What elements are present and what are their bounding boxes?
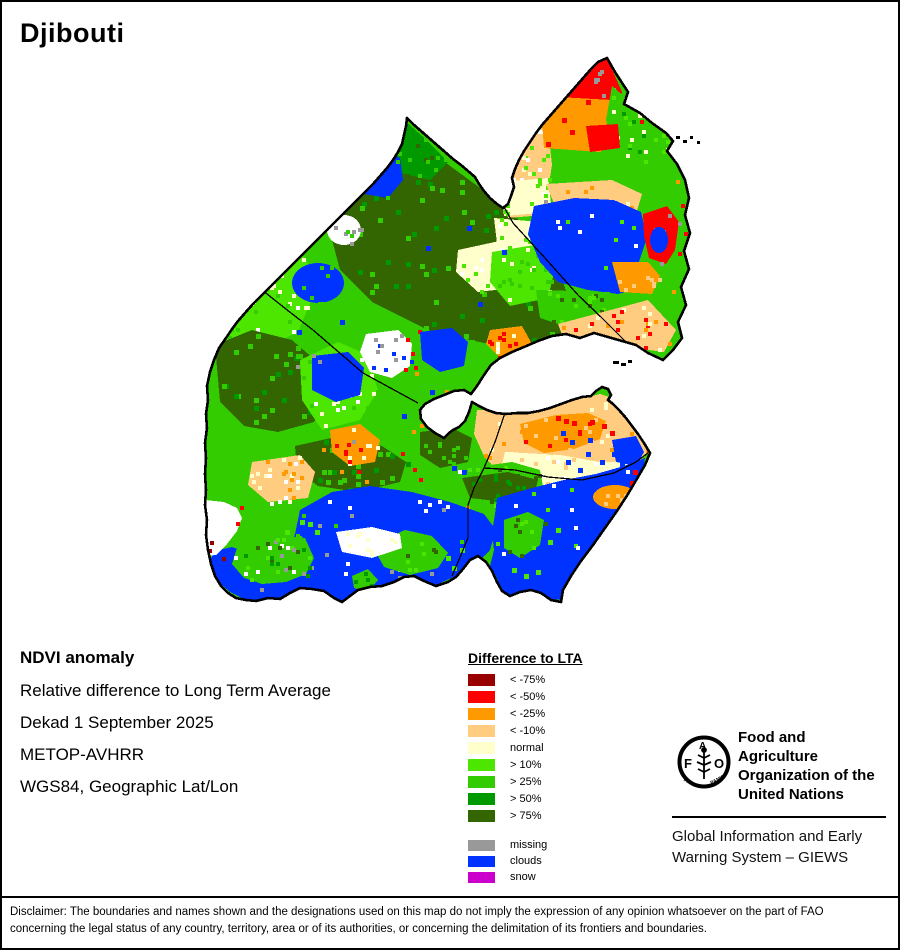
legend-class-1: < -50% bbox=[468, 688, 648, 705]
legend-swatch bbox=[468, 707, 495, 720]
giews-label: Global Information and Early Warning Syst… bbox=[672, 826, 888, 868]
fao-name-line-1: Organization of the bbox=[738, 767, 875, 784]
legend-label: > 25% bbox=[510, 775, 542, 788]
legend-label: < -75% bbox=[510, 673, 546, 686]
giews-line-0: Global Information and Early bbox=[672, 828, 863, 845]
giews-line-1: Warning System – GIEWS bbox=[672, 849, 849, 866]
legend-swatch bbox=[468, 871, 495, 883]
info-line-0: Relative difference to Long Term Average bbox=[20, 681, 331, 700]
legend-swatch bbox=[468, 724, 495, 737]
disclaimer: Disclaimer: The boundaries and names sho… bbox=[0, 896, 900, 938]
legend-title: Difference to LTA bbox=[468, 650, 583, 666]
legend-extras: missing clouds snow bbox=[468, 837, 648, 885]
legend-label: < -50% bbox=[510, 690, 546, 703]
legend-swatch bbox=[468, 690, 495, 703]
svg-text:FIAT: FIAT bbox=[682, 777, 694, 787]
legend-label: > 75% bbox=[510, 809, 542, 822]
fao-branding: F A O FIAT PANIS Food and Agriculture Org… bbox=[672, 728, 888, 868]
legend-label: missing bbox=[510, 839, 548, 851]
legend-swatch bbox=[468, 792, 495, 805]
legend-class-4: normal bbox=[468, 739, 648, 756]
legend-class-3: < -10% bbox=[468, 722, 648, 739]
legend-label: clouds bbox=[510, 855, 542, 867]
legend-swatch bbox=[468, 839, 495, 851]
svg-text:O: O bbox=[714, 756, 724, 771]
legend-label: > 50% bbox=[510, 792, 542, 805]
legend-extra-1: clouds bbox=[468, 853, 648, 869]
legend-label: < -25% bbox=[510, 707, 546, 720]
legend-swatch bbox=[468, 758, 495, 771]
legend-swatch bbox=[468, 741, 495, 754]
branding-divider bbox=[672, 816, 886, 818]
legend-swatch bbox=[468, 775, 495, 788]
legend-label: > 10% bbox=[510, 758, 542, 771]
page-title: Djibouti bbox=[20, 18, 125, 48]
legend-extra-2: snow bbox=[468, 869, 648, 885]
legend-swatch bbox=[468, 809, 495, 822]
fao-logo-icon: F A O FIAT PANIS bbox=[677, 735, 731, 789]
legend-label: snow bbox=[510, 871, 536, 883]
svg-text:A: A bbox=[699, 741, 706, 752]
legend-class-5: > 10% bbox=[468, 756, 648, 773]
info-line-3: WGS84, Geographic Lat/Lon bbox=[20, 777, 239, 796]
info-line-2: METOP-AVHRR bbox=[20, 745, 145, 764]
legend-label: normal bbox=[510, 741, 544, 754]
fao-name-line-0: Food and Agriculture bbox=[738, 729, 819, 765]
legend-swatch bbox=[468, 855, 495, 867]
legend: Difference to LTA < -75% < -50% < -25% < -1… bbox=[468, 650, 648, 885]
legend-class-2: < -25% bbox=[468, 705, 648, 722]
info-line-1: Dekad 1 September 2025 bbox=[20, 713, 214, 732]
legend-class-0: < -75% bbox=[468, 671, 648, 688]
legend-label: < -10% bbox=[510, 724, 546, 737]
svg-text:F: F bbox=[684, 756, 692, 771]
info-heading: NDVI anomaly bbox=[20, 648, 135, 667]
map-info-block: NDVI anomaly Relative difference to Long… bbox=[20, 648, 331, 809]
legend-swatch bbox=[468, 673, 495, 686]
legend-class-8: > 75% bbox=[468, 807, 648, 824]
disclaimer-line-0: Disclaimer: The boundaries and names sho… bbox=[10, 906, 824, 918]
fao-name: Food and Agriculture Organization of the U… bbox=[738, 728, 888, 804]
wheat-ear-icon bbox=[696, 747, 712, 779]
legend-class-6: > 25% bbox=[468, 773, 648, 790]
legend-extra-0: missing bbox=[468, 837, 648, 853]
disclaimer-line-1: concerning the legal status of any count… bbox=[10, 923, 707, 935]
legend-class-7: > 50% bbox=[468, 790, 648, 807]
fao-name-line-2: United Nations bbox=[738, 786, 844, 803]
legend-classes: < -75% < -50% < -25% < -10% normal > 10% > 25%… bbox=[468, 671, 648, 824]
